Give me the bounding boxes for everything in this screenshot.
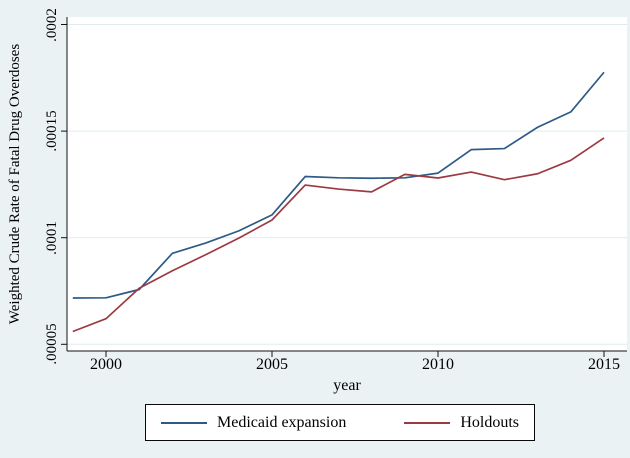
y-tick-label-00015: .00015 [44,110,60,152]
legend-label-medicaid-expansion: Medicaid expansion [217,413,347,431]
legend-label-holdouts: Holdouts [460,413,519,431]
x-tick-label-2015: 2015 [588,356,620,373]
y-axis-title: Weighted Crude Rate of Fatal Drug Overdo… [7,14,25,354]
x-tick-label-2010: 2010 [422,356,454,373]
legend-item-holdouts: Holdouts [404,414,519,432]
y-axis-title-text: Weighted Crude Rate of Fatal Drug Overdo… [7,43,23,325]
y-tick-label-00005: .00005 [44,323,60,365]
legend: Medicaid expansion Holdouts [145,404,535,441]
legend-item-medicaid-expansion: Medicaid expansion [161,414,346,432]
legend-line-sample-red [404,421,451,424]
gridlines [67,24,627,345]
axis-ticks [61,24,605,357]
data-series-lines [72,71,605,333]
plot-area [67,17,627,351]
x-tick-label-2005: 2005 [256,356,288,373]
axes [66,17,627,352]
x-axis-title: year [333,377,361,394]
x-tick-label-2000: 2000 [90,356,122,373]
y-tick-label-0001: .0001 [44,221,60,255]
legend-line-sample-blue [161,421,208,424]
y-tick-label-0002: .0002 [44,8,60,42]
